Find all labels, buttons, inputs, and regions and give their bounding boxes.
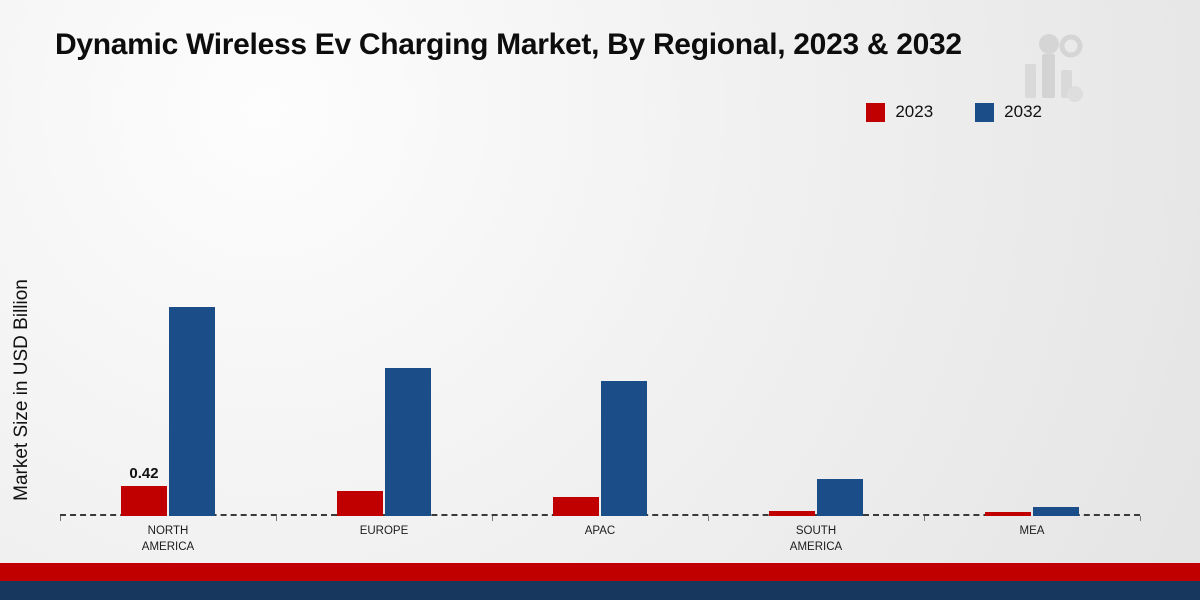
footer-red-band <box>0 563 1200 581</box>
bar-2032-apac <box>601 381 647 516</box>
bar-2032-south-america <box>817 479 863 516</box>
axis-tick <box>708 516 709 521</box>
y-axis-label: Market Size in USD Billion <box>11 279 32 501</box>
axis-tick <box>924 516 925 521</box>
bar-group-north-america: 0.42 NORTH AMERICA <box>60 0 276 553</box>
bar-2032-mea <box>1033 507 1079 516</box>
legend-label: 2023 <box>895 102 934 121</box>
axis-tick <box>1140 516 1141 521</box>
bar-2023-mea <box>985 512 1031 516</box>
category-label-north-america: NORTH AMERICA <box>141 525 195 553</box>
bar-value-label: 0.42 <box>129 465 159 482</box>
bar-2023-north-america: 0.42 <box>121 465 167 516</box>
legend: 2023 2032 <box>866 102 1042 122</box>
legend-item-2023: 2023 <box>866 102 933 122</box>
axis-tick <box>60 516 61 521</box>
bar-group-apac: APAC <box>492 0 708 537</box>
category-label-south-america: SOUTH AMERICA <box>789 525 843 553</box>
bar-2032-europe <box>385 368 431 516</box>
bar-2023-south-america <box>769 511 815 516</box>
legend-label: 2032 <box>1004 102 1042 121</box>
footer-blue-band <box>0 581 1200 600</box>
bar-2032-north-america <box>169 307 215 516</box>
bar-group-europe: EUROPE <box>276 0 492 537</box>
bar-2023-europe <box>337 491 383 516</box>
bar-2023-apac <box>553 497 599 516</box>
axis-tick <box>492 516 493 521</box>
legend-swatch-2023 <box>866 102 886 122</box>
plot-area: 0.42 NORTH AMERICA EUROPE APAC SOUTH AMERICA… <box>60 0 1141 553</box>
category-label-apac: APAC <box>584 525 616 537</box>
brand-logo <box>1025 34 1083 102</box>
legend-item-2032: 2032 <box>975 102 1042 122</box>
chart-title: Dynamic Wireless Ev Charging Market, By … <box>55 28 962 61</box>
axis-tick <box>276 516 277 521</box>
category-label-mea: MEA <box>1019 525 1045 537</box>
baseline-dashed-line <box>60 514 1140 516</box>
bar-group-mea: MEA <box>924 0 1140 537</box>
legend-swatch-2032 <box>975 102 995 122</box>
bar-group-south-america: SOUTH AMERICA <box>708 0 924 553</box>
category-label-europe: EUROPE <box>359 525 409 537</box>
